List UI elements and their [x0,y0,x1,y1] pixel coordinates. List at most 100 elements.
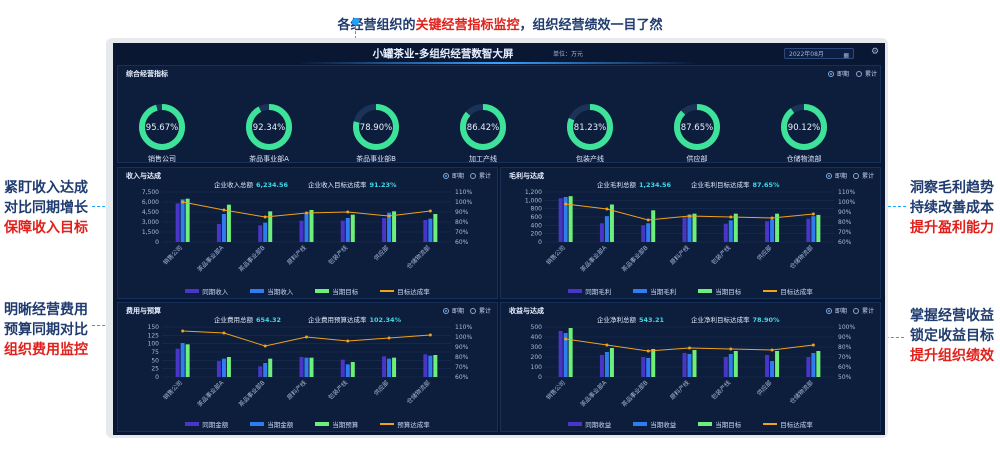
legend-item[interactable]: 当期毛利 [633,286,676,296]
gauge-item: 87.65% 供应部 [664,102,730,164]
rate-point [729,215,733,219]
rate-point [428,333,432,337]
legend-item[interactable]: 当期目标 [698,419,741,429]
gross-radio-current[interactable]: 即期 [826,171,847,180]
x-tick-label: 包装产线 [327,244,350,267]
x-tick-label: 茶品事业部B [620,379,650,409]
y-tick-label: 1,200 [525,189,542,196]
bar [816,351,821,377]
profit-radio-current[interactable]: 即期 [826,306,847,315]
left2-line1: 明晰经营费用 [4,302,88,318]
legend-item[interactable]: 当期目标 [698,286,741,296]
bar [811,353,816,377]
radio-unchecked-icon [856,70,862,77]
unit-label: 单位：万元 [553,51,584,58]
legend-swatch [633,422,648,426]
gauge-label: 仓储物流部 [786,155,822,163]
legend-item[interactable]: 目标达成率 [380,286,430,296]
y2-tick-label: 60% [838,239,852,246]
x-tick-label: 原料产线 [668,379,691,402]
gauge-label: 加工产线 [469,155,497,163]
legend-swatch [698,289,713,293]
gauge-ring: 87.65% [674,104,720,150]
y2-tick-label: 80% [838,344,852,351]
gauge-ring: 95.67% [139,104,185,150]
gauge-item: 81.23% 包装产线 [557,102,623,164]
legend-swatch [568,289,583,293]
y2-tick-label: 60% [455,374,469,381]
y-tick-label: 0 [155,374,159,381]
x-tick-label: 销售公司 [544,244,567,267]
y2-tick-label: 70% [838,354,852,361]
right-annotation-gross: 洞察毛利趋势 持续改善成本 提升盈利能力 [910,178,994,238]
profit-stat-total: 企业净利总额 543.21 [597,314,664,324]
bar [646,358,651,377]
legend-label: 目标达成率 [780,288,813,296]
bar [733,351,738,377]
gauge-label: 包装产线 [576,155,604,163]
gauge-value: 90.12% [788,123,820,133]
bar [428,355,433,377]
legend-label: 当期预算 [332,421,359,429]
overview-radio-current[interactable]: 即期 [828,69,849,78]
x-tick-label: 原料产线 [285,244,308,267]
x-tick-label: 供应部 [755,244,773,262]
y2-tick-label: 70% [455,364,469,371]
gauge-label: 茶品事业部B [356,155,396,163]
overview-radio-cum[interactable]: 累计 [856,69,877,78]
gross-stat-rate: 企业毛利目标达成率 87.65% [691,179,780,189]
profit-radio-cum[interactable]: 累计 [853,306,874,315]
rate-point [564,202,568,206]
gauge-value: 92.34% [253,123,285,133]
gauge-fill [246,104,292,150]
bar [687,214,692,242]
legend-item[interactable]: 当期金额 [250,419,293,429]
y-tick-label: 6,000 [142,199,159,206]
y2-tick-label: 100% [838,199,855,206]
expense-radio-current[interactable]: 即期 [443,306,464,315]
rate-point [305,211,308,215]
left-annotation-revenue: 紧盯收入达成 对比同期增长 保障收入目标 [4,178,88,238]
bar [609,204,614,242]
legend-item[interactable]: 同期收益 [568,419,611,429]
bar [382,356,387,377]
legend-item[interactable]: 当期目标 [315,286,358,296]
bar [268,358,273,377]
gauge-fill [460,104,506,150]
bar [816,214,821,242]
expense-stat1-label: 企业费用总额 [214,316,253,324]
legend-item[interactable]: 同期金额 [185,419,228,429]
legend-item[interactable]: 目标达成率 [763,286,813,296]
legend-item[interactable]: 当期收入 [250,286,293,296]
overview-title: 综合经营指标 [126,70,168,78]
legend-item[interactable]: 目标达成率 [763,419,813,429]
revenue-radio-cum[interactable]: 累计 [470,171,491,180]
bar [299,220,304,242]
legend-item[interactable]: 预算达成率 [380,419,430,429]
gear-icon[interactable]: ⚙ [871,47,880,57]
expense-radio-cum[interactable]: 累计 [470,306,491,315]
y-tick-label: 0 [155,239,159,246]
gauge-value: 87.65% [681,123,713,133]
x-tick-label: 茶品事业部A [579,378,609,408]
gauge-value: 86.42% [467,123,499,133]
legend-swatch [698,422,713,426]
legend-item[interactable]: 当期收益 [633,419,676,429]
gauge-item: 90.12% 仓储物流部 [771,102,837,164]
rate-point [688,346,691,350]
gross-radio-cum[interactable]: 累计 [853,171,874,180]
y-tick-label: 7,500 [142,189,159,196]
revenue-radio-current[interactable]: 即期 [443,171,464,180]
radio-checked-icon [826,307,832,314]
bar [392,211,397,242]
legend-item[interactable]: 当期预算 [315,419,358,429]
legend-item[interactable]: 同期毛利 [568,286,611,296]
bar [180,199,185,242]
gauge-value: 95.67% [146,123,178,133]
y-tick-label: 150 [148,324,160,331]
legend-label: 预算达成率 [397,421,430,429]
legend-item[interactable]: 同期收入 [185,286,228,296]
revenue-legend: 同期收入 当期收入 当期目标 目标达成率 [118,286,497,296]
date-picker[interactable]: 2022年08月 ▦ [784,48,854,59]
